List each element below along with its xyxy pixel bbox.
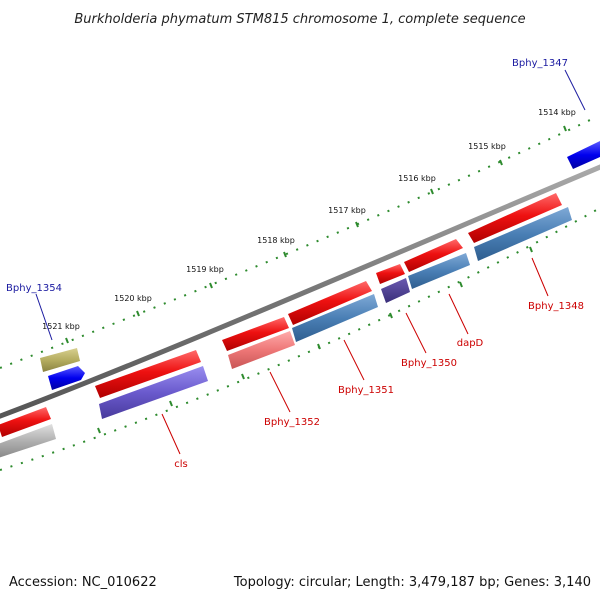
tick-label-1514: 1514 kbp <box>538 108 576 117</box>
leader-dapD <box>448 293 469 335</box>
cds-bar-bphy-1350[interactable] <box>381 278 410 303</box>
inner-ruler <box>0 207 600 471</box>
gene-arrow-bphy-1348[interactable] <box>468 193 562 243</box>
tick-label-1515: 1515 kbp <box>468 142 506 151</box>
gene-arrow-cls[interactable] <box>95 350 201 398</box>
genome-backbone <box>0 164 600 419</box>
gene-label-dapD[interactable]: dapD <box>457 338 484 349</box>
map-title: Burkholderia phymatum STM815 chromosome … <box>74 12 525 27</box>
forward-strand-genes <box>0 193 562 437</box>
gene-arrow-bphy-1351[interactable] <box>288 281 372 325</box>
gene-label-bphy-1351[interactable]: Bphy_1351 <box>338 385 394 396</box>
gene-arrow-bphy-1347[interactable] <box>567 141 600 169</box>
cds-bar-bphy-1351[interactable] <box>292 294 378 342</box>
gene-arrow-dapD[interactable] <box>404 239 463 272</box>
cds-track <box>0 207 572 458</box>
gene-arrow-bphy-1352[interactable] <box>222 317 289 351</box>
leader-bphy-1347 <box>564 69 586 111</box>
tick-label-1520: 1520 kbp <box>114 294 152 303</box>
genome-summary-text: Topology: circular; Length: 3,479,187 bp… <box>233 575 591 590</box>
cds-bar-cls[interactable] <box>99 366 208 419</box>
cds-bar-left-edge[interactable] <box>0 424 56 458</box>
cds-bar-bphy-1348[interactable] <box>474 207 572 261</box>
tick-label-1517: 1517 kbp <box>328 206 366 215</box>
leader-bphy-1350 <box>405 312 427 354</box>
outer-ruler: 1514 kbp 1515 kbp 1516 kbp 1517 kbp 1518… <box>0 108 591 369</box>
tick-label-1518: 1518 kbp <box>257 236 295 245</box>
tick-label-1516: 1516 kbp <box>398 174 436 183</box>
inner-ruler-major-ticks <box>97 246 533 434</box>
gene-arrow-left-edge[interactable] <box>0 407 51 437</box>
tick-label-1519: 1519 kbp <box>186 265 224 274</box>
gene-label-bphy-1350[interactable]: Bphy_1350 <box>401 358 457 369</box>
tick-label-1521: 1521 kbp <box>42 322 80 331</box>
outer-ruler-major-ticks <box>65 125 567 344</box>
leader-bphy-1352 <box>269 371 291 413</box>
label-leaders <box>35 69 586 455</box>
gene-label-bphy-1347[interactable]: Bphy_1347 <box>512 58 568 69</box>
gene-label-bphy-1352[interactable]: Bphy_1352 <box>264 417 320 428</box>
cds-bar-bphy-1352[interactable] <box>228 331 295 369</box>
cds-bar-dapD[interactable] <box>408 253 470 289</box>
reverse-strand-genes <box>40 141 600 390</box>
gene-label-bphy-1354[interactable]: Bphy_1354 <box>6 283 62 294</box>
leader-bphy-1354 <box>35 293 53 341</box>
gene-arrow-bphy-1354[interactable] <box>48 366 85 390</box>
leader-cls <box>161 413 181 455</box>
leader-bphy-1348 <box>531 257 549 297</box>
gene-bar-bphy-1354-olive[interactable] <box>40 348 80 372</box>
gene-arrow-bphy-1350[interactable] <box>376 264 405 284</box>
leader-bphy-1351 <box>343 339 365 381</box>
gene-label-cls[interactable]: cls <box>174 459 188 470</box>
accession-text: Accession: NC_010622 <box>9 575 157 590</box>
gene-label-bphy-1348[interactable]: Bphy_1348 <box>528 301 584 312</box>
